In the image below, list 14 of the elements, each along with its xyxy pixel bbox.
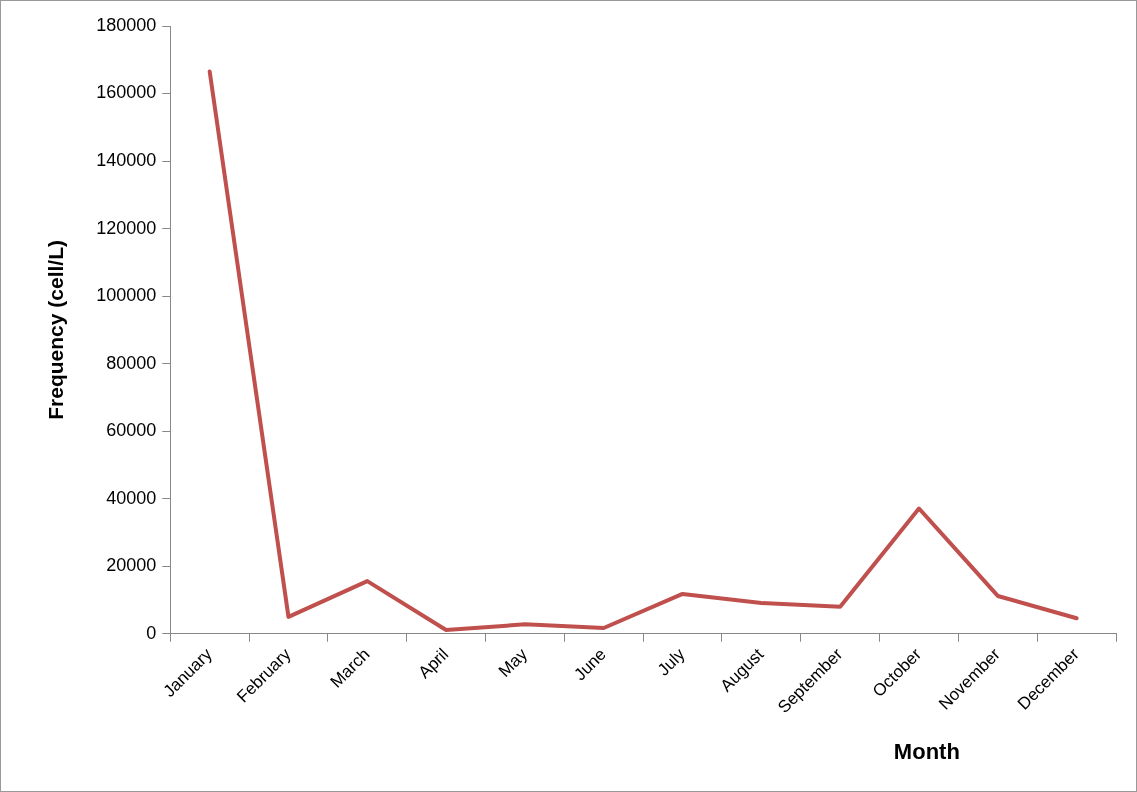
y-tick-label: 180000 [96, 14, 157, 35]
y-tick-label: 100000 [96, 285, 157, 306]
y-tick-label: 40000 [106, 487, 157, 508]
y-axis-title: Frequency (cell/L) [44, 240, 68, 420]
x-axis-title: Month [893, 739, 960, 765]
y-tick-label: 60000 [106, 420, 157, 441]
y-tick-label: 80000 [106, 352, 157, 373]
y-tick-label: 140000 [96, 150, 157, 171]
y-tick-label: 120000 [96, 217, 157, 238]
x-tick-label: May [494, 644, 532, 681]
y-tick-label: 160000 [96, 82, 157, 103]
y-tick-label: 20000 [106, 555, 157, 576]
y-tick-label: 0 [146, 622, 157, 643]
x-tick-label: July [653, 644, 690, 680]
